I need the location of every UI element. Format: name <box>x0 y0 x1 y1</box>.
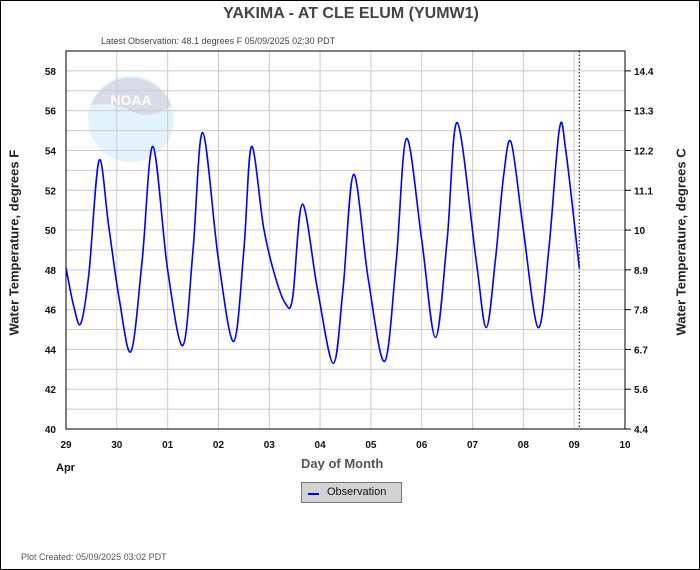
series-line-observation <box>65 121 581 365</box>
x-tick-label: 03 <box>264 440 276 451</box>
y-right-tick-label: 12.2 <box>634 146 654 157</box>
y-tick-label: 52 <box>45 186 57 197</box>
y-right-tick-label: 5.6 <box>634 385 648 396</box>
month-label: Apr <box>56 462 75 474</box>
plot-border <box>65 50 626 430</box>
x-tick-label: 09 <box>569 440 581 451</box>
logo-top <box>91 77 171 115</box>
y-axis-label-left: Water Temperature, degrees F <box>6 149 22 336</box>
y-right-tick-label: 4.4 <box>634 425 648 436</box>
x-tick-label: 08 <box>518 440 530 451</box>
y-tick-label: 58 <box>45 67 57 78</box>
noaa-logo: NOAA <box>88 76 174 162</box>
y-tick-label: 46 <box>45 306 57 317</box>
y-tick-label: 48 <box>45 266 57 277</box>
x-tick-label: 02 <box>213 440 225 451</box>
y-axis-label-right: Water Temperature, degrees C <box>673 148 689 336</box>
y-right-tick-label: 11.1 <box>634 186 653 197</box>
y-tick-label: 40 <box>45 425 57 436</box>
y-right-tick-label: 13.3 <box>634 107 654 118</box>
x-tick-label: 07 <box>467 440 479 451</box>
legend-label: Observation <box>327 486 387 498</box>
y-right-tick-label: 8.9 <box>634 266 648 277</box>
chart-title: YAKIMA - AT CLE ELUM (YUMW1) <box>223 5 479 22</box>
y-right-tick-label: 6.7 <box>634 345 648 356</box>
y-tick-label: 50 <box>45 226 57 237</box>
x-tick-label: 04 <box>315 440 327 451</box>
y-tick-label: 56 <box>45 107 57 118</box>
legend-swatch <box>308 493 319 495</box>
y-tick-label: 42 <box>45 385 57 396</box>
plot-created: Plot Created: 05/09/2025 03:02 PDT <box>21 552 167 562</box>
y-right-tick-label: 10 <box>634 226 646 237</box>
x-tick-label: 01 <box>162 440 174 451</box>
x-tick-label: 30 <box>111 440 123 451</box>
x-tick-label: 05 <box>365 440 377 451</box>
y-right-tick-label: 7.8 <box>634 306 648 317</box>
legend: Observation <box>301 482 402 503</box>
y-tick-label: 44 <box>45 345 57 356</box>
y-tick-label: 54 <box>45 146 57 157</box>
x-tick-label: 29 <box>60 440 72 451</box>
y-right-tick-label: 14.4 <box>634 67 654 78</box>
x-tick-label: 06 <box>416 440 428 451</box>
x-tick-label: 10 <box>619 440 631 451</box>
latest-observation: Latest Observation: 48.1 degrees F 05/09… <box>101 36 336 46</box>
logo-text: NOAA <box>110 92 151 108</box>
x-axis-label: Day of Month <box>301 456 384 471</box>
